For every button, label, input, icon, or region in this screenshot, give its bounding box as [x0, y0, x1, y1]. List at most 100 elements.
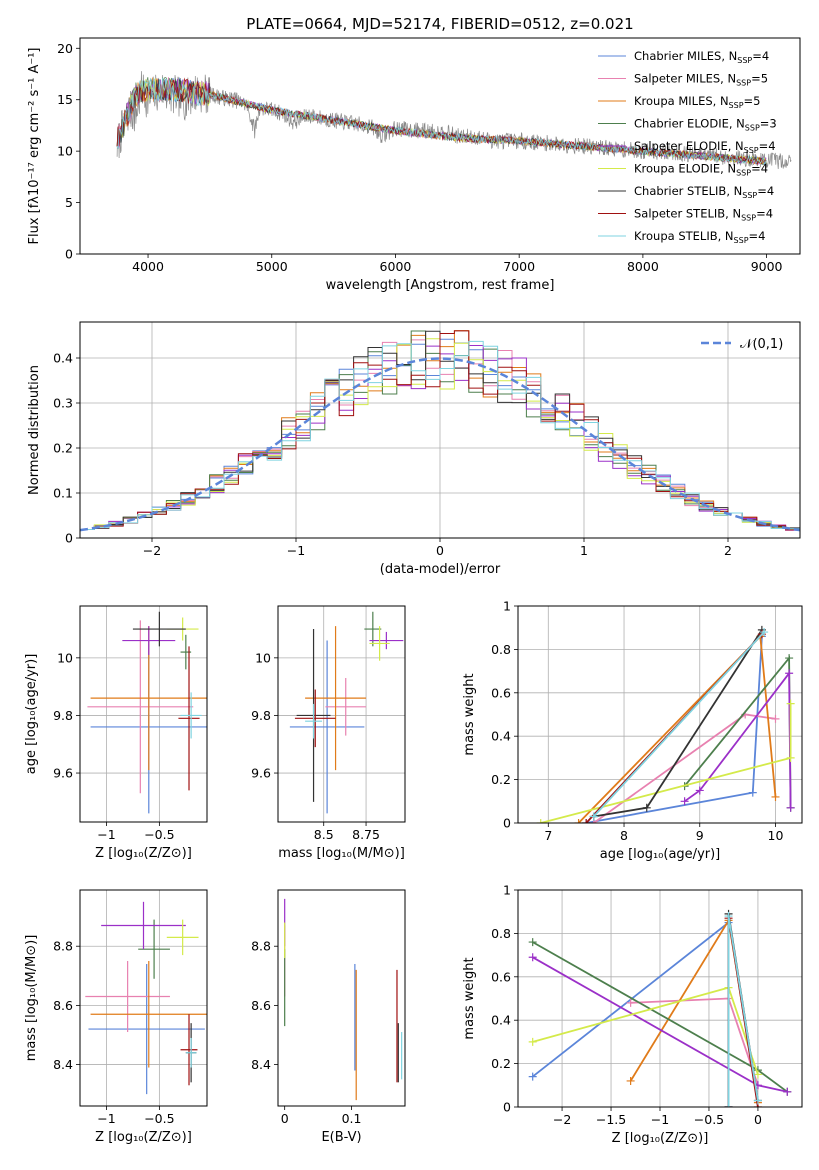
legend-count: =5: [751, 72, 768, 86]
y-tick-label: 0.8: [491, 926, 511, 941]
weight-marker: [753, 1096, 762, 1105]
legend-entry: Kroupa STELIB, NSSP=4: [634, 229, 765, 245]
errorbar-point: [369, 626, 390, 661]
axes: −1 −0.5 9.6 9.8 10 Z [log₁₀(Z/Z⊙)] age [log₁₀(…: [24, 605, 208, 861]
y-axis-label: Normed distribution: [27, 365, 42, 495]
weight-marker: [783, 1087, 792, 1096]
weight-line: [532, 986, 759, 1075]
x-tick-label: 0: [754, 1112, 762, 1127]
errorbar-point: [185, 1037, 197, 1068]
grid: [278, 606, 405, 822]
y-tick-label: 0.8: [491, 642, 511, 657]
errorbar-point: [325, 678, 367, 736]
errorbar-point: [122, 626, 176, 655]
errorbar-point: [90, 961, 207, 1068]
x-tick-label: −1: [287, 543, 305, 558]
legend-subscript: SSP: [744, 146, 759, 155]
axes-frame: [79, 37, 801, 255]
legend-subscript: SSP: [736, 169, 751, 178]
legend-entry: Kroupa ELODIE, NSSP=4: [634, 162, 768, 178]
legend-entry: Kroupa MILES, NSSP=5: [634, 94, 760, 110]
errorbar-point: [88, 963, 205, 1095]
y-tick-label: 0.4: [53, 351, 73, 366]
legend-subscript: SSP: [745, 124, 760, 133]
y-tick-label: 0.2: [53, 441, 73, 456]
y-tick-label: 9.6: [53, 766, 73, 781]
x-tick-label: 8.75: [352, 827, 380, 842]
y-tick-label: 0.1: [53, 486, 73, 501]
y-tick-label: 15: [57, 92, 73, 107]
x-tick-label: 6000: [380, 259, 412, 274]
y-tick-label: 0.2: [491, 772, 511, 787]
y-tick-label: 8.6: [251, 998, 271, 1013]
y-tick-label: 8.8: [251, 939, 271, 954]
axes-frame: [79, 889, 208, 1107]
y-tick-label: 10: [57, 144, 73, 159]
legend-subscript: SSP: [741, 214, 756, 223]
weight-marker: [786, 803, 795, 812]
y-tick-label: 10: [255, 650, 271, 665]
weight-marker: [528, 953, 537, 962]
legend-subscript: SSP: [729, 101, 744, 110]
plot-area: [85, 901, 207, 1095]
plot-area: [80, 330, 800, 532]
x-tick-label: −0.5: [144, 1111, 174, 1126]
weight-marker: [528, 1072, 537, 1081]
weight-marker: [528, 1037, 537, 1046]
legend-count: =4: [752, 49, 769, 63]
weight-marker: [642, 803, 651, 812]
x-tick-label: −1: [97, 827, 115, 842]
legend-subscript: SSP: [734, 236, 749, 245]
x-axis-label: (data-model)/error: [380, 562, 501, 577]
y-tick-label: 0: [503, 816, 511, 831]
y-tick-label: 0: [65, 531, 73, 546]
panel-age_vs_Z: −1 −0.5 9.6 9.8 10 Z [log₁₀(Z/Z⊙)] age [log₁₀(…: [24, 605, 208, 861]
x-axis-label: Z [log₁₀(Z/Z⊙)]: [95, 846, 192, 861]
y-axis-label: age [log₁₀(age/yr)]: [24, 654, 39, 775]
legend-count: =4: [749, 229, 766, 243]
figure-title: PLATE=0664, MJD=52174, FIBERID=0512, z=0…: [246, 15, 633, 33]
plot-area: [289, 611, 404, 814]
model-spectrum-line: [116, 77, 767, 165]
axes: −1 −0.5 8.4 8.6 8.8 Z [log₁₀(Z/Z⊙)] mass [log₁…: [24, 889, 208, 1145]
normal-curve: [80, 357, 800, 532]
panel-weight_vs_age: 7 8 9 10 0 0.2 0.4 0.6 0.8 1 age [log₁₀(age/yr)] ma…: [462, 599, 803, 862]
weight-marker: [589, 812, 598, 821]
errorbar-point: [305, 626, 367, 771]
y-axis-label: mass weight: [462, 673, 477, 755]
x-tick-label: −0.5: [694, 1112, 724, 1127]
weight-marker: [771, 714, 780, 723]
axes: 8.5 8.75 9.6 9.8 10 mass [log₁₀(M/M⊙)]: [251, 605, 406, 861]
weight-marker: [528, 938, 537, 947]
plot-area: [536, 625, 795, 823]
plot-area: [116, 71, 792, 170]
x-tick-label: 1: [580, 543, 588, 558]
x-tick-label: 0: [436, 543, 444, 558]
y-axis-label: Flux [fλ10⁻¹⁷ erg cm⁻² s⁻¹ A⁻¹]: [27, 48, 42, 245]
y-tick-label: 10: [57, 650, 73, 665]
y-axis-label: mass weight: [462, 957, 477, 1039]
x-tick-label: 2: [724, 543, 732, 558]
y-tick-label: 8.4: [251, 1057, 271, 1072]
legend-entry: Chabrier MILES, NSSP=4: [634, 49, 769, 65]
weight-marker: [786, 753, 795, 762]
x-tick-label: −2: [553, 1112, 571, 1127]
panel-weight_vs_Z: −2 −1.5 −1 −0.5 0 0 0.2 0.4 0.6 0.8 1 Z [log₁₀(Z/Z⊙…: [462, 883, 803, 1146]
y-tick-label: 0.2: [491, 1056, 511, 1071]
legend-entry: Salpeter MILES, NSSP=5: [634, 72, 768, 88]
errorbar-point: [180, 692, 202, 739]
weight-marker: [724, 912, 733, 921]
legend-count: =4: [751, 162, 768, 176]
plot-area: [87, 611, 207, 814]
x-tick-label: 7: [544, 828, 552, 843]
errorbar-point: [132, 611, 186, 647]
panel-age_vs_mass: 8.5 8.75 9.6 9.8 10 mass [log₁₀(M/M⊙)]: [251, 605, 406, 861]
legend: 𝒩(0,1): [701, 337, 783, 352]
legend-subscript: SSP: [736, 79, 751, 88]
weight-marker: [748, 788, 757, 797]
x-tick-label: 7000: [503, 259, 535, 274]
y-tick-label: 20: [57, 41, 73, 56]
weight-marker: [724, 1103, 733, 1107]
y-tick-label: 0.4: [491, 1013, 511, 1028]
panel-mass_vs_ebv: 0 0.1 8.4 8.6 8.8 E(B-V): [251, 889, 406, 1145]
